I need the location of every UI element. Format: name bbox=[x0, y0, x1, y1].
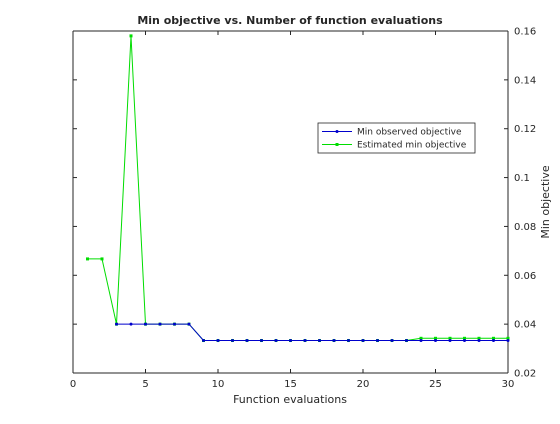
data-point-estimated bbox=[463, 336, 466, 340]
y-tick-label: 0.16 bbox=[514, 27, 536, 38]
data-point-observed bbox=[129, 322, 133, 326]
data-point-observed bbox=[187, 322, 191, 326]
x-tick-label: 15 bbox=[284, 379, 297, 390]
data-point-observed bbox=[434, 339, 437, 343]
legend-swatch-marker bbox=[335, 130, 339, 133]
data-point-estimated bbox=[477, 336, 481, 340]
data-point-observed bbox=[289, 339, 292, 343]
x-tick-label: 10 bbox=[212, 379, 225, 390]
axes-layer: 0 5 10 15 20 25 300.02 0.04 0.06 0.08 0.1 0.12 0.14 0… bbox=[70, 27, 536, 391]
y-tick-label: 0.12 bbox=[514, 124, 536, 135]
data-point-observed bbox=[390, 339, 394, 343]
y-tick-label: 0.04 bbox=[514, 320, 536, 331]
x-axis-label: Function evaluations bbox=[233, 393, 347, 406]
y-axis-label: Min objective bbox=[539, 165, 552, 238]
data-point-observed bbox=[173, 322, 176, 326]
legend-box bbox=[317, 122, 476, 154]
legend-swatch-marker bbox=[335, 143, 339, 146]
data-point-observed bbox=[463, 339, 466, 343]
data-point-observed bbox=[245, 339, 249, 343]
x-tick-label: 30 bbox=[502, 379, 515, 390]
data-point-observed bbox=[318, 339, 321, 343]
legend: Min observed objective Estimated min obje… bbox=[317, 122, 476, 154]
data-point-observed bbox=[448, 339, 452, 343]
data-point-observed bbox=[361, 339, 365, 343]
chart-title: Min objective vs. Number of function eva… bbox=[137, 14, 443, 27]
data-point-observed bbox=[332, 339, 336, 343]
x-tick-label: 0 bbox=[70, 379, 76, 390]
data-point-observed bbox=[216, 339, 220, 343]
series-line-0 bbox=[116, 323, 508, 341]
data-point-estimated bbox=[129, 34, 133, 38]
legend-entry-label: Estimated min objective bbox=[357, 141, 467, 151]
x-tick-label: 25 bbox=[429, 379, 442, 390]
data-point-observed bbox=[419, 339, 423, 343]
data-point-estimated bbox=[492, 336, 495, 340]
data-point-observed bbox=[202, 339, 205, 343]
data-point-observed bbox=[158, 322, 162, 326]
x-tick-label: 5 bbox=[142, 379, 148, 390]
y-tick-label: 0.02 bbox=[514, 369, 536, 380]
data-point-estimated bbox=[86, 257, 89, 261]
plot-area-background bbox=[73, 31, 508, 373]
data-point-estimated bbox=[100, 257, 104, 261]
data-point-estimated bbox=[434, 336, 437, 340]
data-point-observed bbox=[144, 322, 147, 326]
data-point-observed bbox=[347, 339, 350, 343]
y-tick-label: 0.08 bbox=[514, 222, 536, 233]
data-point-observed bbox=[260, 339, 263, 343]
data-point-observed bbox=[274, 339, 278, 343]
series-layer bbox=[86, 34, 510, 343]
data-point-observed bbox=[376, 339, 379, 343]
y-tick-label: 0.06 bbox=[514, 271, 536, 282]
data-point-observed bbox=[492, 339, 495, 343]
data-point-observed bbox=[506, 339, 510, 343]
legend-entry-label: Min observed objective bbox=[357, 128, 462, 138]
data-point-estimated bbox=[448, 336, 452, 340]
x-tick-label: 20 bbox=[357, 379, 370, 390]
data-point-observed bbox=[477, 339, 481, 343]
data-point-observed bbox=[303, 339, 307, 343]
data-point-estimated bbox=[506, 336, 510, 340]
data-point-observed bbox=[115, 322, 118, 326]
y-tick-label: 0.14 bbox=[514, 75, 536, 86]
y-tick-label: 0.1 bbox=[514, 173, 530, 184]
data-point-observed bbox=[405, 339, 408, 343]
data-point-estimated bbox=[419, 336, 423, 340]
data-point-observed bbox=[231, 339, 234, 343]
